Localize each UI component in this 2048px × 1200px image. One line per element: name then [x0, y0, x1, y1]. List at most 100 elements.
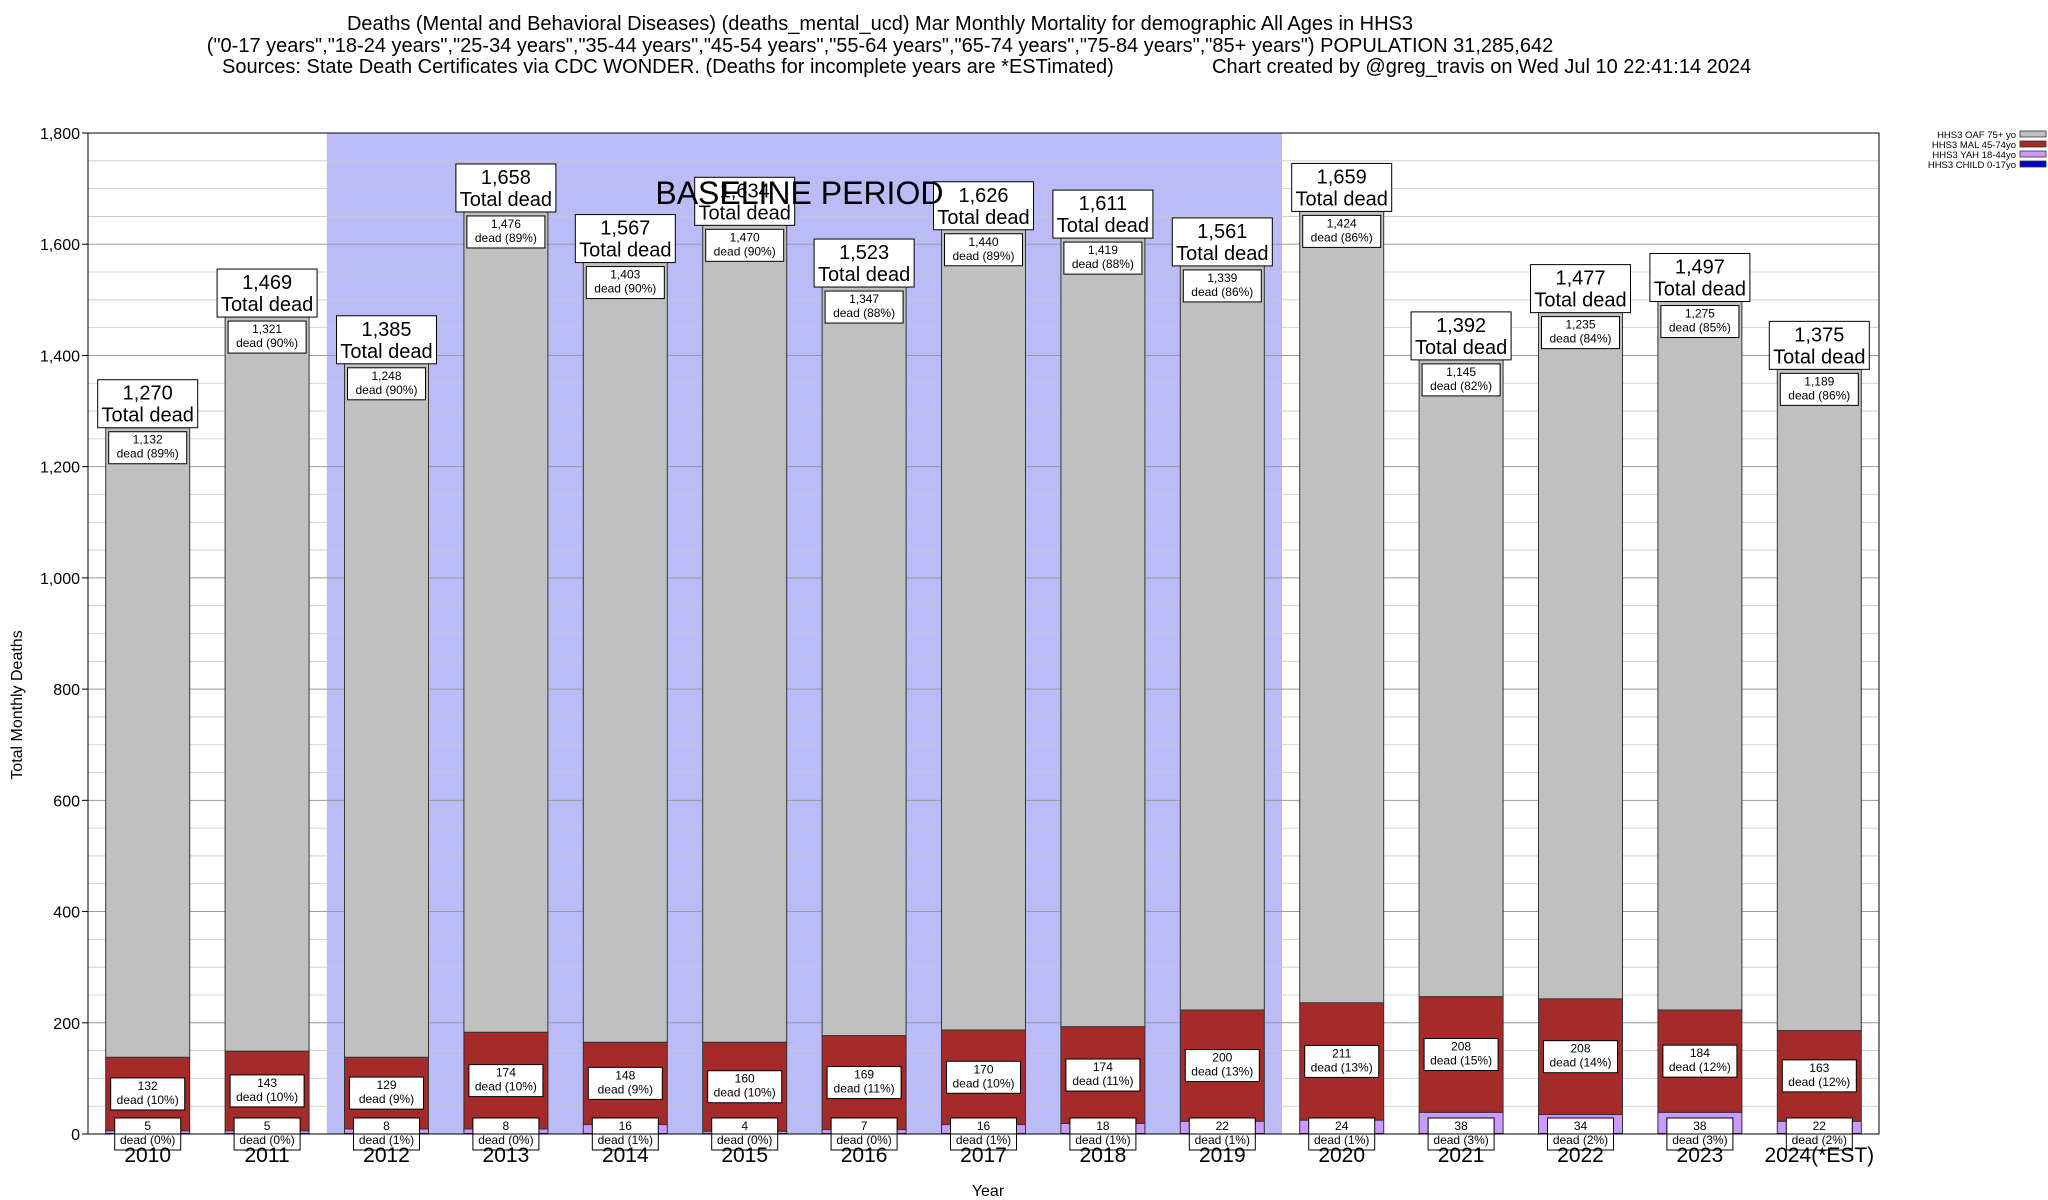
total-label: 1,659	[1317, 166, 1367, 188]
total-label-box	[1768, 320, 1870, 370]
total-label-box	[336, 315, 437, 365]
total-label: Total dead	[937, 207, 1029, 229]
total-label: Total dead	[221, 294, 313, 316]
mal-label: 143	[257, 1076, 277, 1090]
oaf-label-box	[1779, 372, 1859, 406]
total-label-box	[933, 181, 1034, 231]
legend-label: HHS3 YAH 18-44yo	[1932, 150, 2016, 161]
oaf-label-box	[824, 290, 904, 324]
oaf-label-box	[1063, 241, 1143, 275]
y-tick-label: 0	[71, 1127, 80, 1144]
total-label-box	[1530, 264, 1631, 314]
yah-label: dead (3%)	[1433, 1133, 1488, 1147]
yah-label: 22	[1813, 1119, 1827, 1133]
legend-label: HHS3 CHILD 0-17yo	[1928, 160, 2016, 171]
yah-label: 16	[977, 1119, 991, 1133]
yah-label: 34	[1574, 1119, 1588, 1133]
oaf-label: 1,347	[849, 292, 879, 306]
yah-label: dead (0%)	[836, 1133, 891, 1147]
bar-segment-oaf	[1776, 368, 1862, 1032]
mal-label: dead (10%)	[117, 1093, 179, 1107]
total-label-box	[1410, 311, 1512, 361]
total-label-box	[97, 379, 199, 429]
mal-label-box	[826, 1066, 902, 1100]
mal-label-box	[587, 1066, 663, 1100]
x-tick-label: 2019	[1199, 1144, 1246, 1167]
yah-label: dead (0%)	[120, 1133, 175, 1147]
oaf-label-box	[944, 233, 1023, 267]
oaf-label: 1,235	[1565, 318, 1595, 332]
mal-label: dead (13%)	[1311, 1060, 1373, 1074]
yah-label: 24	[1335, 1119, 1349, 1133]
mal-label-box	[1781, 1059, 1857, 1093]
mal-label: dead (11%)	[1072, 1074, 1133, 1088]
total-label: 1,385	[361, 319, 411, 341]
x-tick-label: 2024(*EST)	[1764, 1144, 1874, 1167]
oaf-label: 1,476	[491, 217, 521, 231]
chart-subtitle: ("0-17 years","18-24 years","25-34 years…	[207, 35, 1553, 57]
mal-label-box	[707, 1070, 783, 1104]
oaf-label-box	[1421, 363, 1501, 397]
bar-segment-oaf	[344, 362, 429, 1058]
oaf-label-box	[705, 228, 785, 262]
mal-label: 208	[1451, 1039, 1471, 1053]
oaf-label: dead (86%)	[1311, 230, 1373, 244]
total-label-box	[1291, 162, 1393, 212]
mal-label: dead (14%)	[1549, 1056, 1611, 1070]
total-label: Total dead	[1057, 215, 1149, 237]
bar-segment-oaf	[582, 261, 668, 1043]
legend-swatch	[2019, 150, 2047, 158]
yah-label: 16	[619, 1119, 633, 1133]
mal-label: dead (13%)	[1191, 1065, 1253, 1079]
oaf-label: 1,132	[133, 433, 163, 447]
total-label: 1,658	[481, 167, 531, 189]
total-label: 1,567	[600, 218, 650, 240]
mal-label: 174	[496, 1066, 516, 1080]
x-tick-label: 2012	[363, 1144, 410, 1167]
mal-label-box	[1065, 1058, 1141, 1092]
y-tick-label: 1,600	[40, 237, 80, 254]
x-tick-label: 2022	[1557, 1144, 1604, 1167]
oaf-label: 1,189	[1804, 374, 1834, 388]
x-tick-label: 2010	[124, 1144, 171, 1167]
y-tick-label: 1,800	[40, 126, 80, 143]
oaf-label: 1,470	[730, 230, 760, 244]
oaf-label: 1,321	[252, 322, 282, 336]
mal-label: dead (10%)	[714, 1086, 776, 1100]
x-tick-label: 2017	[960, 1144, 1007, 1167]
oaf-label: dead (86%)	[1788, 388, 1850, 402]
mal-label-box	[1543, 1040, 1618, 1074]
mal-label-box	[1662, 1044, 1738, 1078]
total-label: Total dead	[818, 264, 910, 286]
oaf-label: dead (86%)	[1191, 285, 1253, 299]
mal-label: dead (11%)	[834, 1082, 895, 1096]
mal-label: 129	[376, 1078, 396, 1092]
x-tick-label: 2011	[245, 1144, 290, 1167]
yah-label: 38	[1454, 1119, 1468, 1133]
mal-label: dead (9%)	[598, 1082, 653, 1096]
y-tick-label: 600	[53, 793, 80, 810]
total-label: 1,469	[242, 272, 292, 294]
bar-segment-oaf	[1060, 237, 1146, 1028]
oaf-label: dead (82%)	[1430, 379, 1492, 393]
plot-area: 0 200 400 600 800 1,000 1,200 1,400 1,600 1,800 1,…	[40, 126, 2047, 1167]
chart-sources: Sources: State Death Certificates via CD…	[222, 56, 1114, 78]
y-tick-label: 400	[53, 905, 80, 922]
oaf-label-box	[1302, 214, 1382, 248]
oaf-label-box	[108, 431, 188, 465]
mal-label: 200	[1212, 1051, 1232, 1065]
total-label-box	[1052, 189, 1154, 239]
total-label-box	[694, 176, 796, 226]
mal-label: dead (12%)	[1669, 1060, 1731, 1074]
total-label: Total dead	[1654, 279, 1746, 301]
oaf-label-box	[1541, 316, 1620, 350]
plot-frame	[87, 132, 1880, 1135]
mal-label-box	[1184, 1049, 1260, 1083]
oaf-label: 1,424	[1327, 216, 1357, 230]
oaf-label: dead (90%)	[236, 336, 298, 350]
bar-segment-oaf	[1299, 210, 1385, 1004]
total-label: 1,523	[839, 242, 889, 264]
oaf-label: 1,339	[1207, 271, 1237, 285]
bar-segment-oaf	[1538, 311, 1623, 1000]
